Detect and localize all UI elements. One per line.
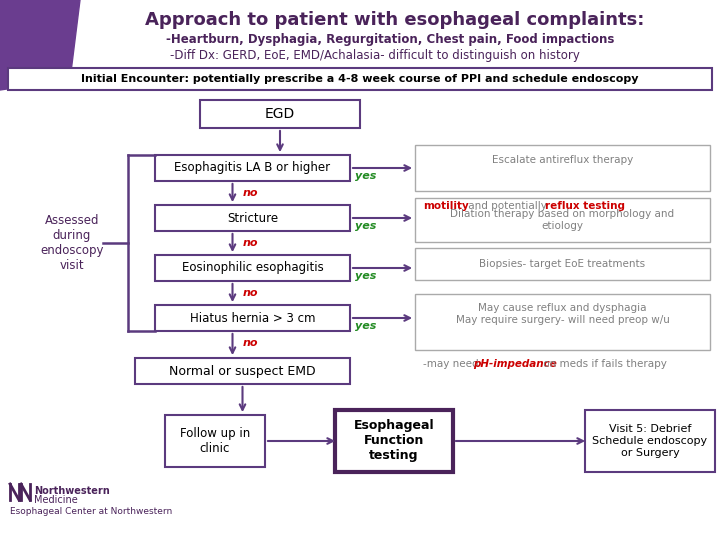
- Text: Follow up in
clinic: Follow up in clinic: [180, 427, 250, 455]
- Text: Medicine: Medicine: [34, 495, 78, 505]
- Text: EGD: EGD: [265, 107, 295, 121]
- Text: no: no: [243, 188, 258, 198]
- Text: no: no: [243, 288, 258, 298]
- FancyBboxPatch shape: [335, 410, 453, 472]
- Text: pH-impedance: pH-impedance: [473, 359, 557, 369]
- Text: Dilation therapy based on morphology and
etiology: Dilation therapy based on morphology and…: [451, 209, 675, 231]
- Text: Normal or suspect EMD: Normal or suspect EMD: [169, 364, 316, 377]
- FancyBboxPatch shape: [415, 145, 710, 191]
- FancyBboxPatch shape: [585, 410, 715, 472]
- FancyBboxPatch shape: [415, 198, 710, 242]
- Text: Visit 5: Debrief
Schedule endoscopy
or Surgery: Visit 5: Debrief Schedule endoscopy or S…: [593, 424, 708, 457]
- Text: no: no: [243, 338, 258, 348]
- Text: Assessed
during
endoscopy
visit: Assessed during endoscopy visit: [40, 214, 104, 272]
- FancyBboxPatch shape: [415, 248, 710, 280]
- FancyBboxPatch shape: [155, 305, 350, 331]
- FancyBboxPatch shape: [135, 358, 350, 384]
- FancyBboxPatch shape: [200, 100, 360, 128]
- Text: and potentially: and potentially: [465, 201, 550, 211]
- FancyBboxPatch shape: [155, 155, 350, 181]
- Text: May require surgery- will need preop w/u: May require surgery- will need preop w/u: [456, 315, 670, 325]
- Text: -Diff Dx: GERD, EoE, EMD/Achalasia- difficult to distinguish on history: -Diff Dx: GERD, EoE, EMD/Achalasia- diff…: [170, 50, 580, 63]
- FancyBboxPatch shape: [8, 68, 712, 90]
- Text: -may need: -may need: [423, 359, 482, 369]
- Text: motility: motility: [423, 201, 469, 211]
- Text: no: no: [243, 238, 258, 248]
- Text: yes: yes: [355, 171, 377, 181]
- Text: Biopsies- target EoE treatments: Biopsies- target EoE treatments: [480, 259, 646, 269]
- Text: on meds if fails therapy: on meds if fails therapy: [540, 359, 667, 369]
- Text: May cause reflux and dysphagia: May cause reflux and dysphagia: [478, 303, 647, 313]
- Text: reflux testing: reflux testing: [545, 201, 625, 211]
- Text: yes: yes: [355, 321, 377, 331]
- Text: Initial Encounter: potentially prescribe a 4-8 week course of PPI and schedule e: Initial Encounter: potentially prescribe…: [81, 74, 639, 84]
- Text: Approach to patient with esophageal complaints:: Approach to patient with esophageal comp…: [145, 11, 644, 29]
- Text: Esophageal
Function
testing: Esophageal Function testing: [354, 420, 434, 462]
- Text: Northwestern: Northwestern: [34, 486, 109, 496]
- Text: Esophageal Center at Northwestern: Esophageal Center at Northwestern: [10, 507, 172, 516]
- FancyBboxPatch shape: [165, 415, 265, 467]
- Text: Esophagitis LA B or higher: Esophagitis LA B or higher: [174, 161, 330, 174]
- Text: Eosinophilic esophagitis: Eosinophilic esophagitis: [181, 261, 323, 274]
- Text: yes: yes: [355, 221, 377, 231]
- Text: Escalate antireflux therapy: Escalate antireflux therapy: [492, 155, 633, 165]
- Polygon shape: [0, 0, 80, 90]
- Text: Hiatus hernia > 3 cm: Hiatus hernia > 3 cm: [190, 312, 315, 325]
- FancyBboxPatch shape: [155, 255, 350, 281]
- Text: -Heartburn, Dysphagia, Regurgitation, Chest pain, Food impactions: -Heartburn, Dysphagia, Regurgitation, Ch…: [166, 33, 614, 46]
- Text: yes: yes: [355, 271, 377, 281]
- FancyBboxPatch shape: [415, 294, 710, 350]
- Text: Stricture: Stricture: [227, 212, 278, 225]
- FancyBboxPatch shape: [155, 205, 350, 231]
